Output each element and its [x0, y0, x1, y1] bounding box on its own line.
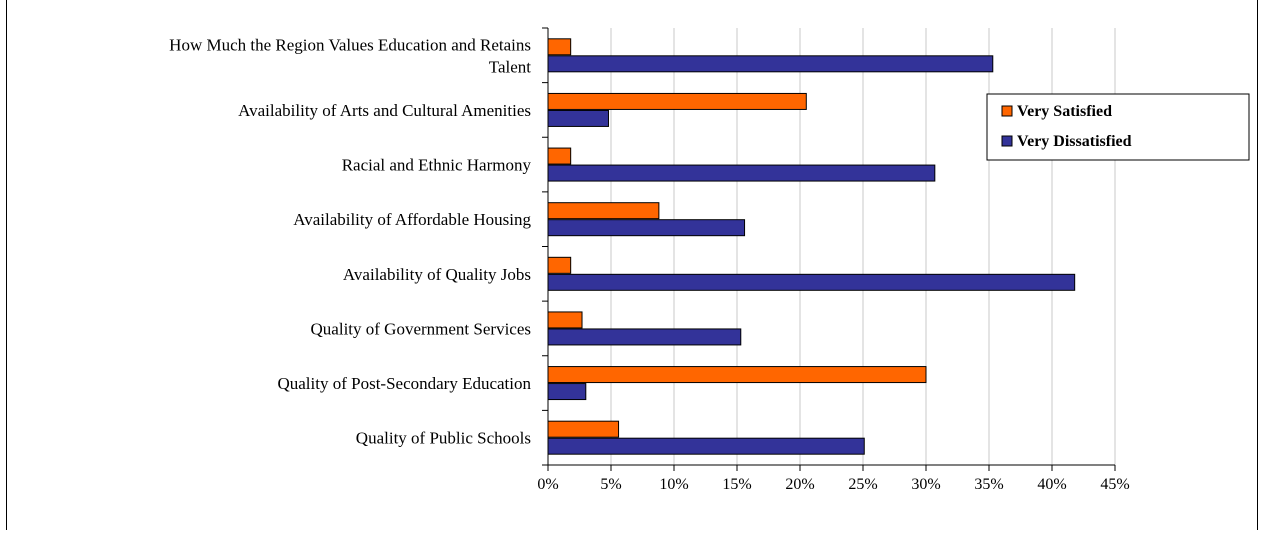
category-label-7: Quality of Public Schools — [356, 429, 531, 448]
x-tick-label-10: 10% — [659, 476, 688, 493]
chart-frame — [6, 0, 1258, 530]
category-label-line: Quality of Government Services — [311, 319, 531, 338]
category-label-line: Quality of Post-Secondary Education — [277, 374, 531, 393]
category-label-2: Racial and Ethnic Harmony — [342, 156, 532, 175]
legend-swatch-1 — [1001, 135, 1013, 147]
bar-very-dissatisfied-0 — [547, 55, 994, 73]
bar-very-satisfied-5 — [547, 311, 583, 329]
category-label-1: Availability of Arts and Cultural Amenit… — [238, 101, 531, 120]
bar-very-satisfied-3 — [547, 202, 660, 220]
category-label-line: Availability of Arts and Cultural Amenit… — [238, 101, 531, 120]
legend-swatch-0 — [1001, 105, 1013, 117]
category-label-line: Racial and Ethnic Harmony — [342, 156, 532, 175]
bar-very-dissatisfied-7 — [547, 437, 865, 455]
bar-very-satisfied-6 — [547, 366, 927, 384]
x-tick-label-40: 40% — [1037, 476, 1066, 493]
x-tick-label-15: 15% — [722, 476, 751, 493]
bar-very-satisfied-1 — [547, 92, 807, 110]
legend-box — [986, 93, 1250, 161]
category-label-line: Availability of Quality Jobs — [343, 265, 531, 284]
x-tick-label-20: 20% — [785, 476, 814, 493]
x-tick-label-5: 5% — [600, 476, 621, 493]
category-label-line: How Much the Region Values Education and… — [169, 35, 531, 54]
legend-label-1: Very Dissatisfied — [1017, 133, 1132, 150]
x-tick-label-30: 30% — [911, 476, 940, 493]
x-tick-label-25: 25% — [848, 476, 877, 493]
bar-very-satisfied-0 — [547, 38, 572, 56]
category-label-5: Quality of Government Services — [311, 319, 531, 338]
bar-very-dissatisfied-6 — [547, 383, 587, 401]
category-label-0: How Much the Region Values Education and… — [169, 35, 531, 76]
category-label-6: Quality of Post-Secondary Education — [277, 374, 531, 393]
bar-very-dissatisfied-1 — [547, 109, 609, 127]
x-tick-label-35: 35% — [974, 476, 1003, 493]
bar-very-satisfied-2 — [547, 147, 572, 165]
bar-very-dissatisfied-2 — [547, 164, 936, 182]
category-label-line: Quality of Public Schools — [356, 429, 531, 448]
category-label-3: Availability of Affordable Housing — [293, 210, 531, 229]
category-label-4: Availability of Quality Jobs — [343, 265, 531, 284]
x-tick-label-0: 0% — [537, 476, 558, 493]
category-label-line: Talent — [489, 57, 532, 76]
x-tick-label-45: 45% — [1100, 476, 1129, 493]
bar-very-dissatisfied-3 — [547, 219, 746, 237]
bar-very-satisfied-7 — [547, 420, 620, 438]
legend-label-0: Very Satisfied — [1017, 103, 1112, 120]
bar-very-dissatisfied-4 — [547, 273, 1076, 291]
bar-very-satisfied-4 — [547, 256, 572, 274]
bar-very-dissatisfied-5 — [547, 328, 742, 346]
category-label-line: Availability of Affordable Housing — [293, 210, 531, 229]
